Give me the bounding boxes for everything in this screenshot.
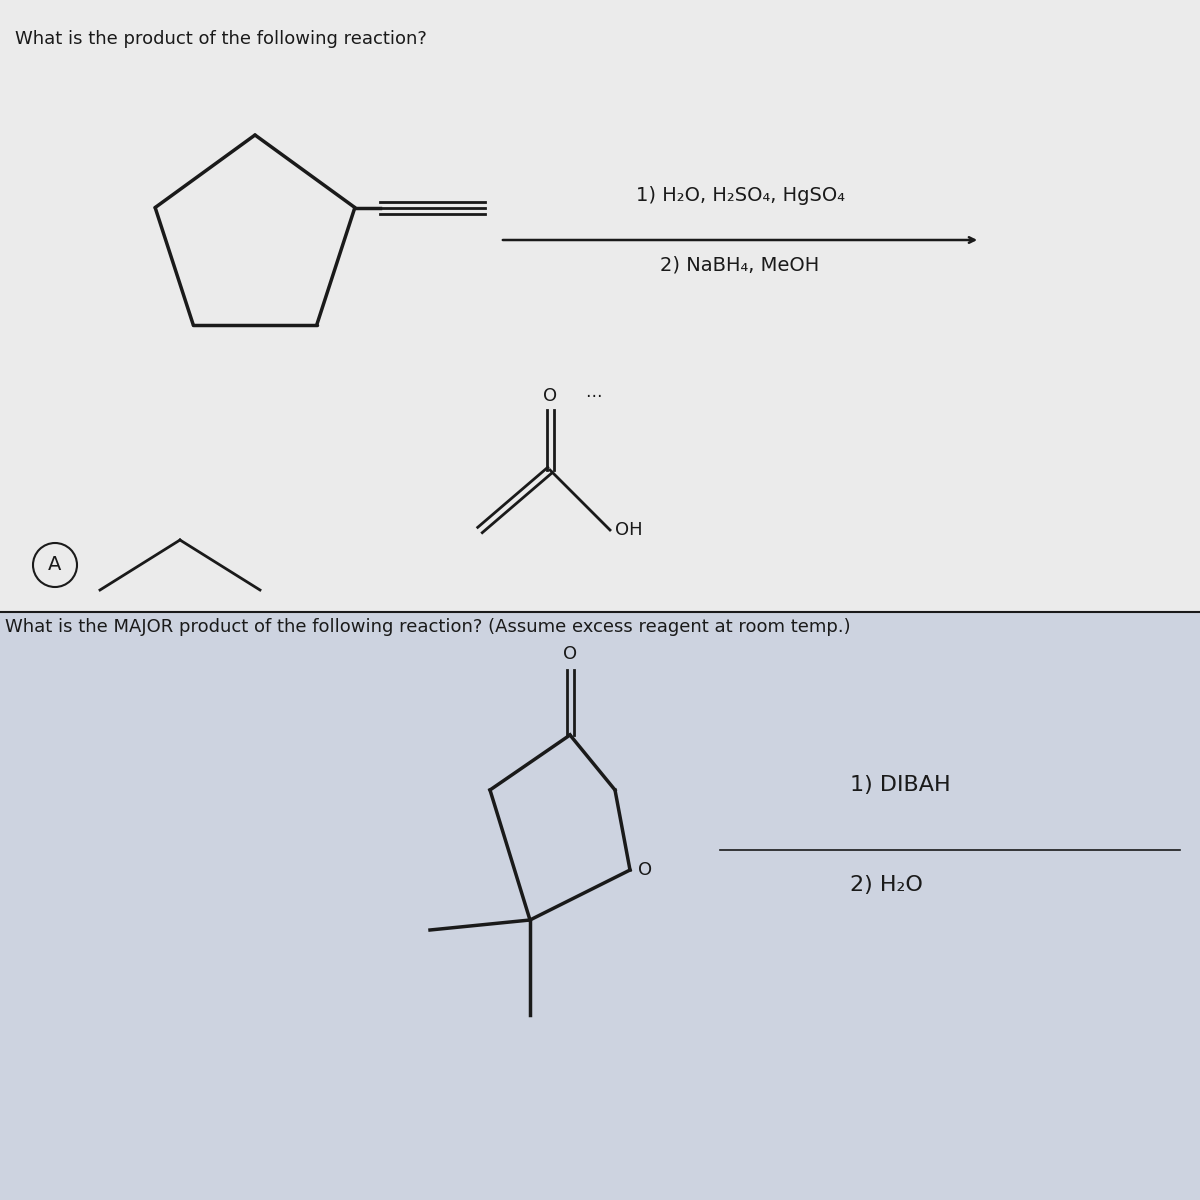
Text: O: O bbox=[542, 386, 557, 404]
Text: O: O bbox=[563, 646, 577, 662]
Text: 2) NaBH₄, MeOH: 2) NaBH₄, MeOH bbox=[660, 256, 820, 274]
Bar bbox=[0, 0, 1200, 612]
Text: A: A bbox=[48, 556, 61, 575]
Text: 1) DIBAH: 1) DIBAH bbox=[850, 775, 950, 794]
Bar bbox=[0, 612, 1200, 1200]
Text: 2) H₂O: 2) H₂O bbox=[850, 875, 923, 895]
Text: What is the product of the following reaction?: What is the product of the following rea… bbox=[14, 30, 427, 48]
Text: What is the MAJOR product of the following reaction? (Assume excess reagent at r: What is the MAJOR product of the followi… bbox=[5, 618, 851, 636]
Text: 1) H₂O, H₂SO₄, HgSO₄: 1) H₂O, H₂SO₄, HgSO₄ bbox=[636, 186, 845, 205]
Text: OH: OH bbox=[616, 521, 643, 539]
Text: ⋯: ⋯ bbox=[586, 386, 601, 404]
Text: O: O bbox=[638, 862, 652, 878]
